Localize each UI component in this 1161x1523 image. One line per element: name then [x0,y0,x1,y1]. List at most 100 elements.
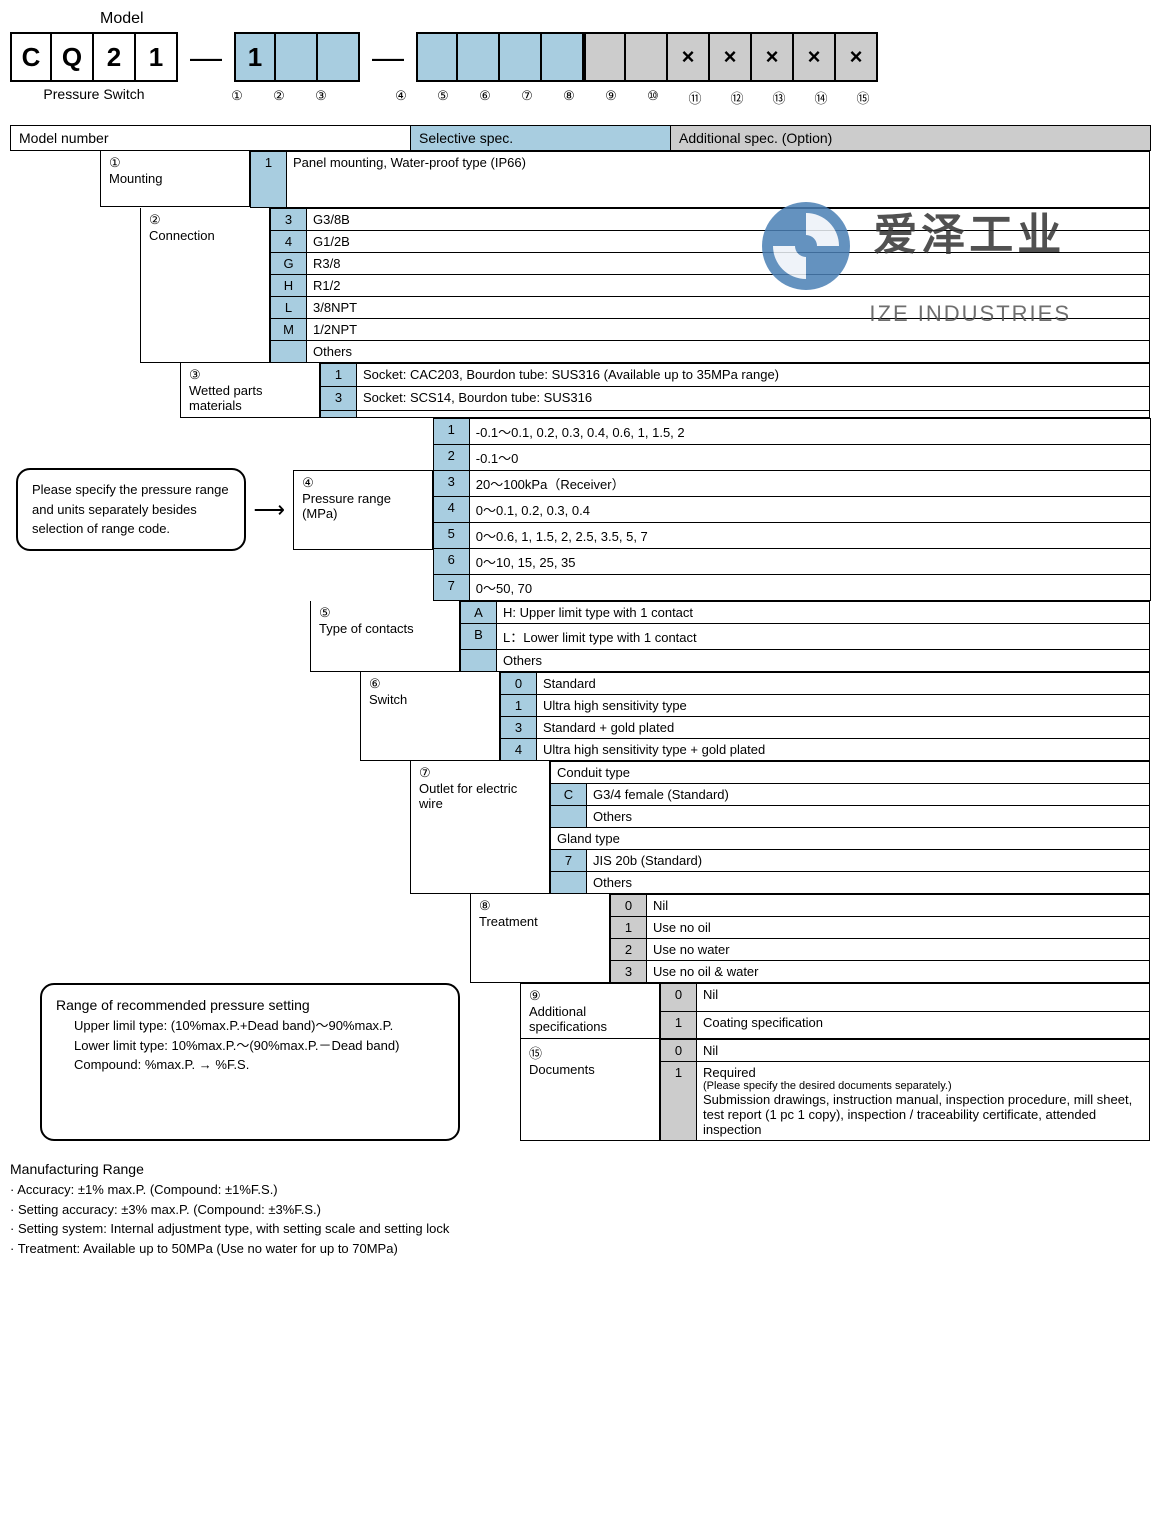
desc-cell: R3/8 [307,253,1150,275]
model-box: 1 [136,32,178,82]
model-code-row: CQ21 — 1 — ××××× [10,32,1151,82]
hb-selective: Selective spec. [411,126,671,150]
circled-num: ⑧ [548,88,590,107]
num-15: ⑮ [529,1046,542,1061]
desc-cell: Others [587,806,1150,828]
footer-title: Manufacturing Range [10,1159,1151,1180]
code-cell [551,806,587,828]
code-cell: 5 [433,523,469,549]
circled-num: ⑦ [506,88,548,107]
circled-num: ④ [380,88,422,107]
desc-cell: Nil [697,1040,1150,1062]
code-cell: 3 [271,209,307,231]
code-cell: 4 [433,497,469,523]
code-cell: 7 [433,575,469,601]
circled-num: ⑪ [674,88,716,107]
code-cell [551,872,587,894]
code-cell: 1 [251,152,287,208]
num-5: ⑤ [319,605,331,620]
desc-cell: R1/2 [307,275,1150,297]
desc-cell: Use no oil [647,917,1150,939]
code-cell: 1 [433,419,469,445]
code-cell: H [271,275,307,297]
code-cell: L [271,297,307,319]
code-cell: 2 [611,939,647,961]
code-cell [271,341,307,363]
num-2: ② [149,212,161,227]
pressure-note-box: Please specify the pressure range and un… [16,468,246,551]
section-addspec: Range of recommended pressure setting Up… [10,983,1151,1141]
code-cell: 0 [661,984,697,1012]
section-wetted: ③Wetted parts materials 1Socket: CAC203,… [10,363,1151,418]
range-l1: Upper limil type: (10%max.P.+Dead band)～… [74,1016,444,1036]
code-cell: A [461,602,497,624]
code-cell: 3 [611,961,647,983]
model-box [318,32,360,82]
footer: Manufacturing Range · Accuracy: ±1% max.… [10,1159,1151,1258]
section-pressure: Please specify the pressure range and un… [10,418,1151,601]
desc-cell: L：Lower limit type with 1 contact [497,624,1150,650]
desc-cell: H: Upper limit type with 1 contact [497,602,1150,624]
num-8: ⑧ [479,898,491,913]
circled-num: ⑩ [632,88,674,107]
subheader-cell: Gland type [551,828,1150,850]
circled-num: ⑫ [716,88,758,107]
code-cell: 0 [661,1040,697,1062]
code-cell: M [271,319,307,341]
desc-cell: 0～0.6, 1, 1.5, 2, 2.5, 3.5, 5, 7 [469,523,1150,549]
code-cell: 1 [611,917,647,939]
hb-additional: Additional spec. (Option) [671,126,1150,150]
desc-cell: 20～100kPa（Receiver） [469,471,1150,497]
model-box [542,32,584,82]
circled-num: ⑨ [590,88,632,107]
model-box [584,32,626,82]
section-switch: ⑥Switch 0Standard1Ultra high sensitivity… [10,672,1151,761]
model-box: 1 [234,32,276,82]
table-treatment: 0Nil1Use no oil2Use no water3Use no oil … [610,894,1150,983]
model-box [276,32,318,82]
label-outlet: Outlet for electric wire [419,781,517,811]
desc-cell: Required(Please specify the desired docu… [697,1062,1150,1141]
label-connection: Connection [149,228,215,243]
desc-cell: Others [587,872,1150,894]
desc-cell: Nil [647,895,1150,917]
pressure-note-text: Please specify the pressure range and un… [32,482,229,536]
label-addspec: Additional specifications [529,1004,607,1034]
circled-num: ⑮ [842,88,884,107]
label-switch: Switch [369,692,407,707]
model-box [416,32,458,82]
dash-2: — [372,39,404,76]
code-cell: 3 [501,717,537,739]
code-cell: 1 [661,1011,697,1039]
circled-num: ⑤ [422,88,464,107]
model-box: × [836,32,878,82]
desc-cell: Use no water [647,939,1150,961]
table-mounting: 1Panel mounting, Water-proof type (IP66) [250,151,1150,208]
section-outlet: ⑦Outlet for electric wire Conduit typeCG… [10,761,1151,894]
label-contacts: Type of contacts [319,621,414,636]
model-box: 2 [94,32,136,82]
range-note-box: Range of recommended pressure setting Up… [40,983,460,1141]
desc-cell: Standard [537,673,1150,695]
num-9: ⑨ [529,988,541,1003]
section-mounting: ①Mounting 1Panel mounting, Water-proof t… [10,151,1151,208]
code-cell: 4 [271,231,307,253]
num-7: ⑦ [419,765,431,780]
header-bar: Model number Selective spec. Additional … [10,125,1151,151]
label-pressure: Pressure range (MPa) [302,491,391,521]
circled-num: ⑭ [800,88,842,107]
arrow-icon: ⟶ [254,497,286,523]
circled-num: ① [216,88,258,107]
table-docs: 0Nil1Required(Please specify the desired… [660,1039,1150,1141]
desc-cell: 0～50, 70 [469,575,1150,601]
range-title: Range of recommended pressure setting [56,995,444,1016]
code-cell [321,410,357,417]
code-cell: 3 [321,387,357,410]
desc-cell: 3/8NPT [307,297,1150,319]
num-4: ④ [302,475,314,490]
table-addspec: 0Nil1Coating specification [660,983,1150,1039]
section-treatment: ⑧Treatment 0Nil1Use no oil2Use no water3… [10,894,1151,983]
code-cell: 0 [501,673,537,695]
model-box: Q [52,32,94,82]
footer-l1: · Accuracy: ±1% max.P. (Compound: ±1%F.S… [10,1180,1151,1200]
